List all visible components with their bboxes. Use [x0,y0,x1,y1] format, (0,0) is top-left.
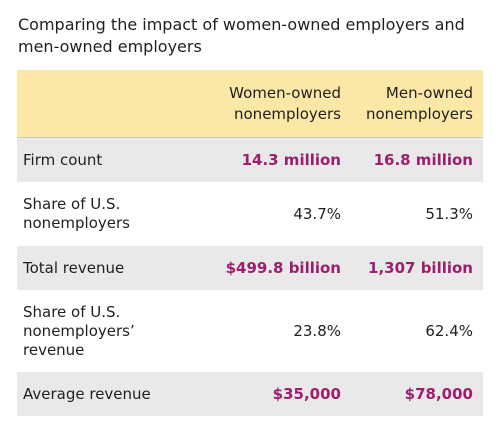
men-value: 16.8 million [373,150,473,169]
men-value: 1,307 billion [368,258,473,277]
table-row: Total revenue $499.8 billion 1,307 billi… [17,246,483,290]
column-header-men: Men-owned nonemployers [366,83,473,123]
column-header-women: Women-owned nonemployers [229,83,341,123]
table-row: Average revenue $35,000 $78,000 [17,372,483,416]
women-value: 43.7% [293,204,341,223]
men-value: 62.4% [425,321,473,340]
row-label: Share of U.S. nonemployers’ revenue [23,302,135,359]
row-label: Firm count [23,150,103,169]
row-label: Total revenue [23,258,125,277]
table-row: Share of U.S. nonemployers’ revenue 23.8… [17,290,483,372]
table-header-row: Women-owned nonemployers Men-owned nonem… [17,70,483,138]
women-value: 23.8% [293,321,341,340]
page-title: Comparing the impact of women-owned empl… [18,15,465,56]
comparison-table: Women-owned nonemployers Men-owned nonem… [17,70,483,416]
table-row: Firm count 14.3 million 16.8 million [17,138,483,182]
row-label: Share of U.S. nonemployers [23,195,130,232]
men-value: 51.3% [425,204,473,223]
women-value: 14.3 million [241,150,341,169]
men-value: $78,000 [404,384,473,403]
women-value: $35,000 [272,384,341,403]
table-row: Share of U.S. nonemployers 43.7% 51.3% [17,182,483,246]
women-value: $499.8 billion [225,258,341,277]
row-label: Average revenue [23,384,151,403]
